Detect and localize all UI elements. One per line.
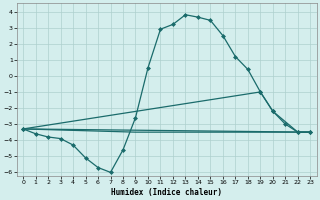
X-axis label: Humidex (Indice chaleur): Humidex (Indice chaleur) [111, 188, 222, 197]
